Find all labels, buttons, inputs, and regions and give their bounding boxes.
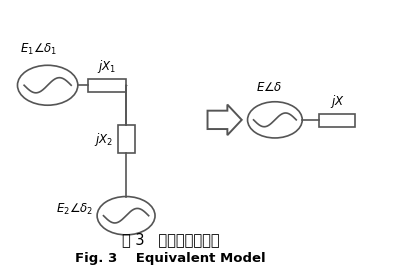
Polygon shape — [207, 105, 242, 135]
Text: Fig. 3    Equivalent Model: Fig. 3 Equivalent Model — [75, 252, 266, 265]
Text: $jX_1$: $jX_1$ — [98, 58, 117, 75]
Bar — [319, 114, 355, 126]
Bar — [88, 79, 126, 92]
Text: $jX$: $jX$ — [330, 93, 345, 110]
Text: $E\angle\delta$: $E\angle\delta$ — [256, 81, 283, 94]
Text: $jX_2$: $jX_2$ — [94, 131, 113, 148]
Bar — [118, 125, 135, 153]
Text: 图 3   戴维南等值结构: 图 3 戴维南等值结构 — [122, 233, 219, 248]
Text: $E_2\angle\delta_2$: $E_2\angle\delta_2$ — [56, 202, 93, 218]
Text: $E_1\angle\delta_1$: $E_1\angle\delta_1$ — [20, 42, 57, 57]
